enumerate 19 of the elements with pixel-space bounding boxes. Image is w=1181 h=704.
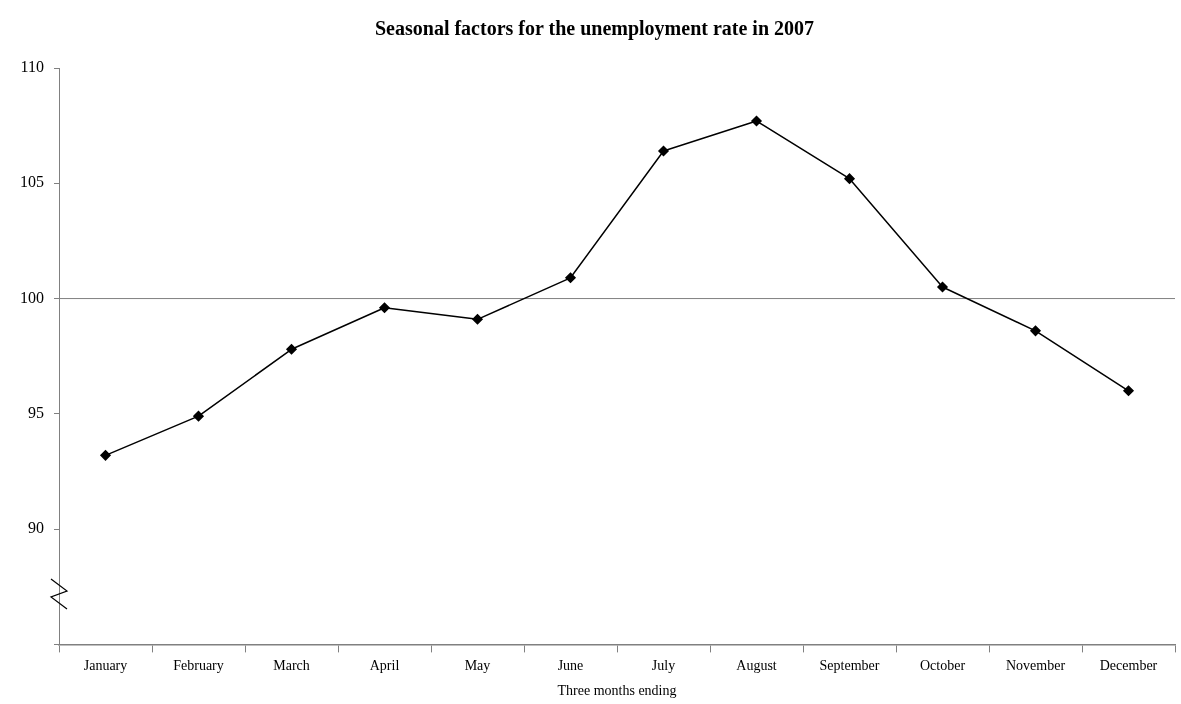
x-tick-label: January (83, 658, 128, 674)
x-tick-label: June (557, 658, 584, 674)
y-tick-label: 105 (20, 173, 44, 191)
chart-title: Seasonal factors for the unemployment rate in 2007 (374, 17, 815, 41)
x-tick-label: October (919, 658, 966, 674)
x-axis-title: Three months ending (557, 683, 677, 699)
x-tick-label: March (273, 658, 310, 674)
x-tick-label: September (819, 658, 880, 674)
x-tick-label: December (1099, 658, 1158, 674)
x-tick-label: November (1005, 658, 1066, 674)
y-tick-label: 110 (20, 58, 44, 76)
x-tick-label: February (173, 658, 224, 674)
x-tick-label: August (736, 658, 777, 674)
y-tick-label: 100 (20, 288, 44, 306)
y-tick-label: 95 (28, 404, 44, 422)
y-tick-label: 90 (28, 519, 44, 537)
x-tick-label: May (464, 658, 491, 674)
x-tick-label: July (651, 658, 676, 674)
x-tick-label: April (369, 658, 400, 674)
